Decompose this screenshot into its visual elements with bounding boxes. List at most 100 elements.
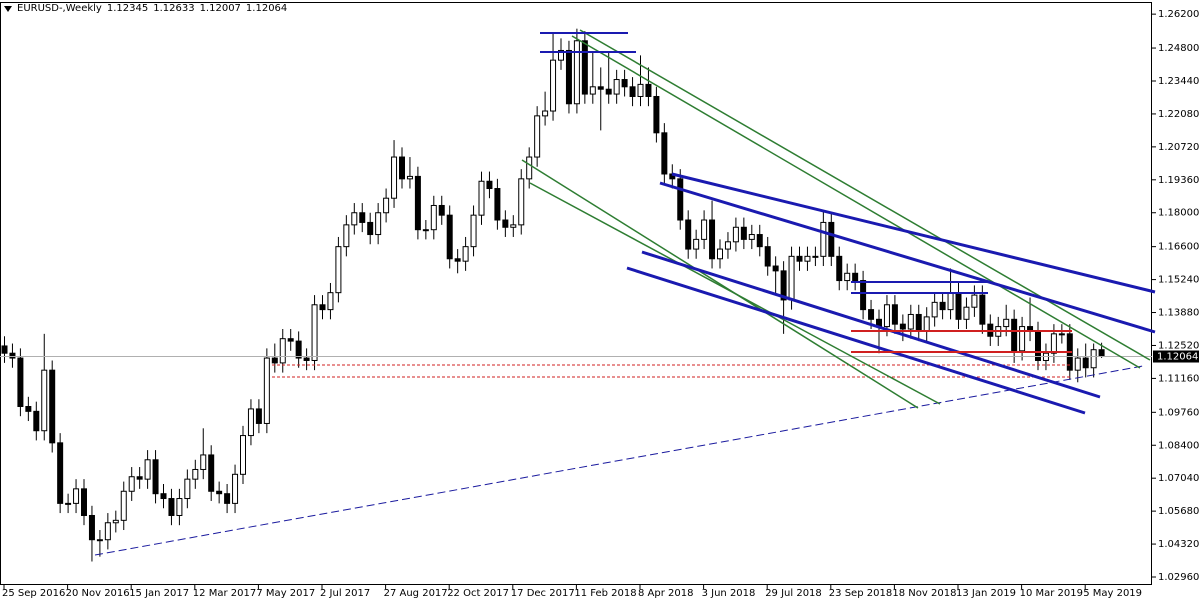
candle-body bbox=[931, 301, 938, 318]
y-tick-label: 1.19360 bbox=[1158, 175, 1199, 186]
candle-body bbox=[637, 83, 644, 97]
candle-body bbox=[319, 304, 326, 311]
candle-body bbox=[955, 292, 962, 320]
candle-body bbox=[446, 214, 453, 260]
channel-line bbox=[671, 172, 1156, 294]
candle-body bbox=[383, 197, 390, 214]
candle-body bbox=[645, 83, 652, 97]
candle-body bbox=[271, 357, 278, 364]
candle-body bbox=[510, 224, 517, 228]
candle-body bbox=[1098, 349, 1105, 358]
candle-body bbox=[947, 292, 954, 311]
candle-body bbox=[653, 95, 660, 134]
candle-body bbox=[717, 248, 723, 260]
candle-body bbox=[359, 212, 366, 223]
candle-body bbox=[144, 459, 151, 480]
header-close: 1.12064 bbox=[245, 3, 288, 14]
candle-body bbox=[33, 410, 40, 432]
candle-body bbox=[915, 313, 922, 332]
candle-body bbox=[565, 49, 572, 105]
candle-body bbox=[96, 539, 103, 542]
candle-body bbox=[1003, 318, 1010, 328]
candle-body bbox=[287, 338, 294, 342]
candle-body bbox=[820, 221, 827, 257]
candle-body bbox=[240, 435, 246, 475]
candle-body bbox=[740, 226, 747, 240]
x-tick-label: 27 Aug 2017 bbox=[384, 588, 448, 599]
candle-body bbox=[494, 188, 501, 221]
candle-body bbox=[860, 280, 867, 311]
candle-body bbox=[558, 49, 564, 61]
candle-body bbox=[963, 306, 970, 320]
header-low: 1.12007 bbox=[199, 3, 241, 14]
candle-body bbox=[534, 115, 541, 158]
candle-body bbox=[470, 214, 477, 248]
y-tick-label: 1.16600 bbox=[1158, 242, 1199, 253]
y-tick-label: 1.07040 bbox=[1158, 473, 1199, 484]
x-tick-label: 15 Jan 2017 bbox=[129, 588, 189, 599]
y-tick-label: 1.24800 bbox=[1158, 43, 1199, 54]
candle-body bbox=[311, 304, 318, 361]
candle-body bbox=[49, 369, 56, 444]
y-tick-label: 1.26200 bbox=[1158, 9, 1199, 20]
candle-body bbox=[605, 88, 612, 95]
candle-body bbox=[613, 79, 620, 95]
candle-body bbox=[828, 221, 835, 257]
y-tick-label: 1.05680 bbox=[1158, 506, 1199, 517]
current-price-label: 1.12064 bbox=[1157, 352, 1198, 363]
candle-body bbox=[263, 357, 270, 424]
candle-body bbox=[581, 40, 588, 95]
candle-body bbox=[971, 294, 978, 308]
x-tick-label: 11 Feb 2018 bbox=[574, 588, 636, 599]
channel-line bbox=[626, 266, 1086, 415]
channel-line bbox=[659, 181, 1156, 334]
candle-body bbox=[844, 272, 851, 282]
candle-body bbox=[1019, 326, 1026, 352]
candle-body bbox=[979, 294, 986, 325]
candle-body bbox=[391, 156, 398, 199]
candle-body bbox=[462, 246, 469, 262]
candle-body bbox=[709, 219, 716, 260]
candle-body bbox=[883, 304, 890, 328]
y-tick-label: 1.11160 bbox=[1158, 373, 1199, 384]
candle-body bbox=[724, 241, 731, 250]
header-open: 1.12345 bbox=[106, 3, 149, 14]
candle-body bbox=[780, 270, 787, 301]
x-tick-label: 7 May 2017 bbox=[256, 588, 315, 599]
candle-body bbox=[192, 468, 199, 480]
candle-body bbox=[812, 255, 819, 258]
candle-body bbox=[685, 219, 692, 250]
candle-body bbox=[120, 490, 127, 521]
candle-body bbox=[788, 255, 795, 301]
candle-body bbox=[343, 224, 350, 248]
y-tick-label: 1.18000 bbox=[1158, 208, 1199, 219]
candle-body bbox=[335, 246, 342, 294]
candle-body bbox=[367, 221, 374, 236]
candle-body bbox=[868, 309, 875, 320]
candle-body bbox=[836, 255, 843, 282]
x-tick-label: 29 Jul 2018 bbox=[765, 588, 822, 599]
candle-body bbox=[701, 219, 708, 240]
channel-line bbox=[571, 35, 1141, 369]
x-tick-label: 17 Dec 2017 bbox=[511, 588, 575, 599]
candle-body bbox=[224, 493, 231, 504]
candle-body bbox=[375, 212, 382, 236]
candle-body bbox=[1058, 333, 1065, 336]
candle-body bbox=[486, 180, 493, 190]
candle-body bbox=[255, 408, 262, 424]
drawing-objects bbox=[94, 29, 1156, 556]
candle-body bbox=[1050, 333, 1057, 354]
candle-body bbox=[454, 258, 461, 262]
candle-body bbox=[852, 272, 859, 282]
candle-body bbox=[907, 313, 914, 330]
candle-body bbox=[160, 493, 167, 500]
candle-body bbox=[9, 352, 16, 359]
candle-body bbox=[41, 369, 48, 432]
y-tick-label: 1.02960 bbox=[1158, 572, 1199, 583]
candle-body bbox=[629, 86, 636, 97]
x-tick-label: 10 Mar 2019 bbox=[1020, 588, 1083, 599]
y-tick-label: 1.12520 bbox=[1158, 340, 1199, 351]
candle-body bbox=[104, 522, 111, 541]
candle-body bbox=[1011, 318, 1018, 352]
